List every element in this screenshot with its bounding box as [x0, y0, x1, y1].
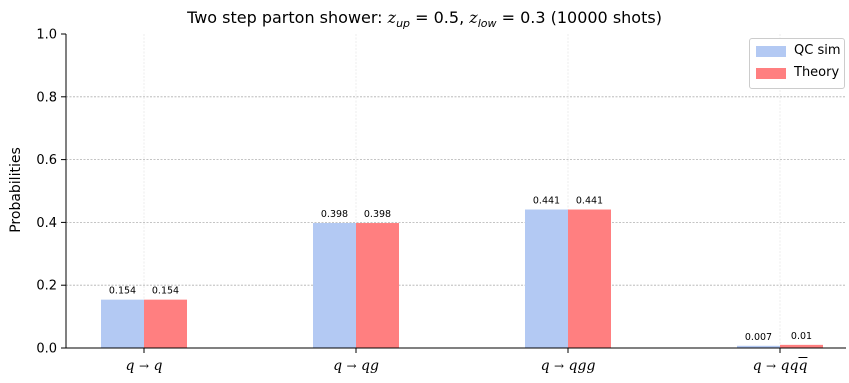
y-tick-label: 0.8: [36, 90, 57, 105]
x-tick-label-arrow: →: [554, 359, 565, 373]
x-tick-label-arrow: →: [138, 359, 150, 373]
y-tick-label: 1.0: [36, 28, 57, 43]
bar-value-label: 0.01: [791, 331, 812, 342]
x-tick-label-rhs-bar: q: [798, 358, 808, 374]
x-tick-label-arrow: →: [766, 359, 777, 373]
x-tick-label-rhs: qq: [780, 358, 799, 374]
bar-value-label: 0.441: [533, 196, 560, 207]
x-tick-label-lhs: q: [540, 358, 550, 374]
title-zup-symbol: z: [387, 8, 397, 27]
y-tick-label: 0.4: [36, 216, 57, 231]
y-tick-label: 0.6: [36, 153, 57, 168]
bar-qc-sim: [101, 299, 144, 348]
title-zlow-value: = 0.3 (10000 shots): [496, 8, 662, 27]
y-tick-label: 0.2: [36, 279, 57, 294]
title-zup-value: = 0.5,: [410, 8, 470, 27]
title-zup-sub: up: [396, 17, 411, 30]
x-tick-label: q → q: [74, 358, 214, 374]
x-tick-label-lhs: q: [125, 358, 135, 374]
bar-value-label: 0.398: [364, 209, 391, 220]
bar-qc-sim: [313, 223, 356, 348]
bar-value-label: 0.154: [109, 286, 136, 297]
bar-theory: [144, 299, 187, 348]
legend: QC sim Theory: [749, 38, 845, 89]
x-tick-label-rhs: qg: [361, 358, 379, 374]
chart-title: Two step parton shower: zup = 0.5, zlow …: [0, 8, 849, 30]
x-tick-label-lhs: q: [752, 358, 762, 374]
y-axis-label: Probabilities: [8, 147, 24, 233]
bar-theory: [780, 344, 823, 348]
title-zlow-sub: low: [477, 17, 497, 30]
legend-label-qc-sim: QC sim: [794, 43, 841, 58]
bar-theory: [356, 223, 399, 348]
legend-swatch-qc-sim: [756, 46, 786, 57]
x-tick-label-rhs: qgg: [568, 358, 596, 374]
bar-value-label: 0.441: [576, 196, 603, 207]
title-prefix: Two step parton shower:: [187, 8, 388, 27]
bar-qc-sim: [737, 345, 780, 348]
y-tick-label: 0.0: [36, 342, 57, 357]
bar-qc-sim: [525, 209, 568, 348]
bar-value-label: 0.154: [152, 286, 179, 297]
bar-value-label: 0.007: [745, 332, 772, 343]
x-tick-label-lhs: q: [333, 358, 343, 374]
x-tick-label-rhs: q: [153, 358, 163, 374]
title-zlow-symbol: z: [469, 8, 478, 27]
x-tick-label: q → qg: [286, 358, 426, 374]
x-tick-label: q → qqq: [710, 358, 849, 374]
x-tick-label-arrow: →: [346, 359, 357, 373]
legend-swatch-theory: [756, 68, 786, 79]
bar-value-label: 0.398: [321, 209, 348, 220]
bar-theory: [568, 209, 611, 348]
x-tick-label: q → qgg: [498, 358, 638, 374]
legend-label-theory: Theory: [794, 65, 840, 80]
